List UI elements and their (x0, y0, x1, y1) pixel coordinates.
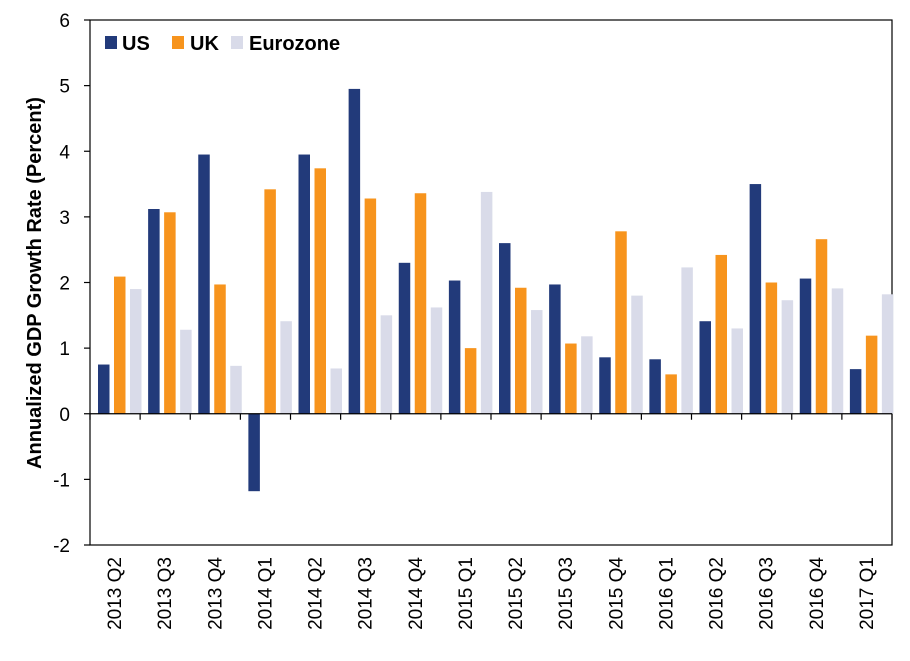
bar-uk (314, 168, 326, 414)
y-tick-label: 0 (59, 405, 70, 426)
bar-us (148, 209, 160, 414)
plot-area: 6 5 4 3 2 1 0 -1 -2 2013 Q2 2013 Q3 2013 Q4 2014 Q1 2… (53, 11, 894, 630)
bar-eurozone (631, 295, 643, 414)
legend-swatch-uk (172, 36, 184, 49)
legend: US UK Eurozone (105, 33, 340, 55)
bar-us (649, 359, 661, 414)
x-tick-label: 2016 Q2 (707, 557, 728, 630)
x-tick-label: 2013 Q2 (105, 557, 126, 630)
y-tick-label: -1 (53, 470, 70, 491)
bar-eurozone (180, 329, 192, 414)
bar-uk (615, 231, 627, 414)
bar-eurozone (731, 328, 743, 414)
x-tick-label: 2014 Q3 (356, 557, 377, 630)
x-tick-label: 2015 Q2 (506, 557, 527, 630)
bar-eurozone (681, 267, 693, 414)
bar-us (448, 280, 461, 414)
bar-uk (665, 374, 677, 414)
bar-eurozone (380, 315, 393, 414)
x-tick-label: 2014 Q4 (406, 557, 427, 630)
bar-eurozone (881, 294, 894, 414)
x-tick-label: 2014 Q2 (306, 557, 327, 630)
x-tick-label: 2016 Q4 (807, 557, 828, 630)
y-axis-label: Annualized GDP Growth Rate (Percent) (24, 97, 46, 469)
bar-us (348, 88, 361, 414)
bar-eurozone (230, 365, 242, 414)
bar-uk (264, 189, 276, 414)
legend-label-us: US (122, 33, 150, 55)
x-tick-label: 2015 Q3 (556, 557, 577, 630)
bar-us (699, 321, 711, 414)
legend-swatch-eurozone (231, 36, 243, 49)
legend-swatch-us (105, 36, 117, 49)
legend-label-eurozone: Eurozone (249, 33, 340, 55)
bar-us (749, 184, 762, 414)
bar-uk (114, 276, 126, 414)
bar-us (198, 154, 210, 414)
y-tick-label: 3 (59, 208, 70, 229)
bar-us (849, 369, 862, 414)
bar-eurozone (781, 300, 794, 414)
bar-us (499, 243, 511, 414)
x-tick-label: 2015 Q4 (606, 557, 627, 630)
bar-uk (815, 239, 828, 414)
bar-uk (464, 348, 477, 414)
legend-label-uk: UK (190, 33, 219, 55)
bar-eurozone (531, 310, 543, 414)
bar-eurozone (581, 336, 593, 414)
bar-us (398, 262, 411, 414)
bar-us (98, 364, 110, 414)
bar-eurozone (480, 191, 493, 414)
bar-uk (515, 287, 527, 414)
bar-uk (865, 335, 878, 414)
bar-us (599, 357, 611, 414)
y-tick-label: 6 (59, 11, 70, 32)
bar-uk (565, 343, 577, 414)
y-tick-label: 2 (59, 274, 70, 295)
bar-us (799, 278, 812, 414)
y-tick-label: 5 (59, 77, 70, 98)
bar-uk (715, 254, 727, 414)
bar-eurozone (280, 321, 292, 414)
bar-us (248, 413, 260, 492)
bar-us (549, 284, 561, 414)
x-tick-label: 2016 Q1 (656, 557, 677, 630)
x-tick-label: 2017 Q1 (857, 557, 878, 630)
x-tick-label: 2015 Q1 (456, 557, 477, 630)
bar-eurozone (831, 288, 844, 414)
bar-eurozone (430, 307, 443, 414)
y-tick-label: -2 (53, 536, 70, 557)
x-tick-label: 2016 Q3 (757, 557, 778, 630)
bar-uk (414, 193, 427, 414)
bar-eurozone (130, 289, 142, 414)
bar-eurozone (330, 368, 342, 414)
bar-uk (164, 212, 176, 414)
bar-uk (214, 284, 226, 414)
x-tick-label: 2013 Q4 (205, 557, 226, 630)
x-tick-label: 2014 Q1 (255, 557, 276, 630)
y-tick-label: 4 (59, 142, 70, 163)
y-tick-label: 1 (59, 339, 70, 360)
x-tick-label: 2013 Q3 (155, 557, 176, 630)
bar-uk (364, 198, 377, 414)
bar-us (298, 154, 310, 414)
bar-uk (765, 282, 778, 414)
